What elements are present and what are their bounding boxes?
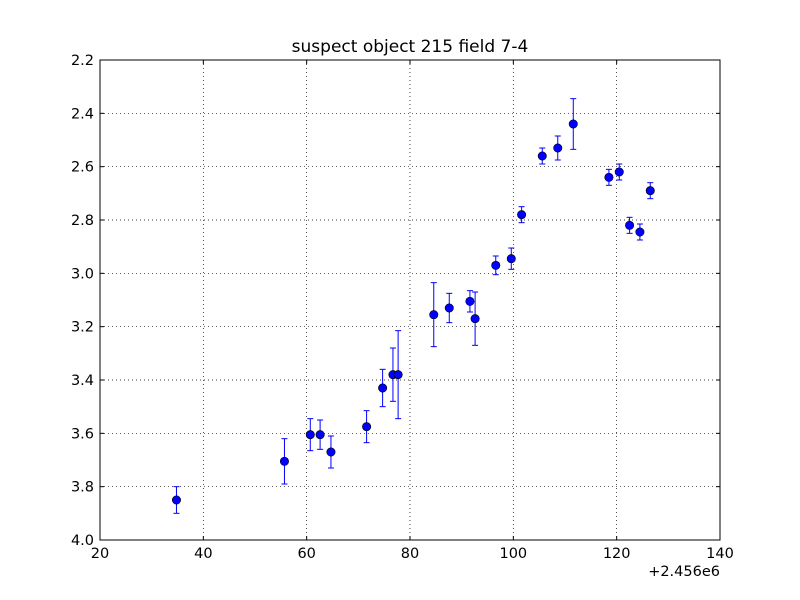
data-points (171, 98, 655, 514)
data-point-11 (465, 290, 475, 313)
data-point-15 (517, 206, 527, 224)
y-tick-label: 3.8 (71, 480, 94, 496)
point-marker (625, 220, 635, 230)
data-point-21 (625, 216, 635, 234)
point-marker (491, 260, 501, 270)
data-point-18 (568, 98, 578, 150)
data-point-13 (491, 255, 501, 276)
data-point-9 (429, 282, 439, 348)
data-point-20 (614, 163, 624, 181)
data-point-10 (444, 292, 454, 324)
point-marker (537, 151, 547, 161)
y-tick-label: 4.0 (71, 533, 94, 549)
data-point-2 (305, 418, 315, 452)
chart-title: suspect object 215 field 7-4 (292, 37, 529, 57)
y-tick-label: 3.2 (71, 320, 94, 336)
y-tick-label: 2.8 (71, 213, 94, 229)
x-tick-label: 60 (297, 546, 315, 562)
data-point-22 (635, 223, 645, 241)
data-point-0 (171, 486, 181, 514)
y-tick-label: 2.2 (71, 53, 94, 69)
data-point-16 (537, 147, 547, 165)
point-marker (645, 186, 655, 196)
data-point-5 (362, 410, 372, 444)
data-point-4 (326, 435, 336, 469)
point-marker (604, 172, 614, 182)
point-marker (517, 210, 527, 220)
point-marker (470, 314, 480, 324)
y-tick-label: 3.4 (71, 373, 94, 389)
y-tick-label: 3.0 (71, 266, 94, 282)
data-point-19 (604, 168, 614, 186)
grid (100, 60, 720, 540)
x-axis-offset-label: +2.456e6 (648, 564, 720, 580)
point-marker (506, 254, 516, 264)
point-marker (279, 456, 289, 466)
data-point-6 (378, 368, 388, 408)
y-tick-label: 3.6 (71, 426, 94, 442)
x-tick-label: 20 (91, 546, 109, 562)
point-marker (444, 303, 454, 313)
point-marker (429, 310, 439, 320)
x-tick-label: 80 (401, 546, 419, 562)
point-marker (635, 227, 645, 237)
point-marker (568, 119, 578, 129)
point-marker (305, 430, 315, 440)
point-marker (393, 370, 403, 380)
point-marker (553, 143, 563, 153)
x-tick-label: 120 (603, 546, 631, 562)
point-marker (171, 495, 181, 505)
data-point-8 (393, 330, 403, 420)
point-marker (362, 422, 372, 432)
x-tick-label: 140 (706, 546, 734, 562)
point-marker (315, 430, 325, 440)
axis-ticks: 20 40 60 80 100 120 140 2.2 2.4 2.6 2.8 3.0 3.2 3.4 3.… (71, 53, 734, 562)
point-marker (465, 296, 475, 306)
point-marker (378, 383, 388, 393)
point-marker (614, 167, 624, 177)
y-tick-label: 2.6 (71, 160, 94, 176)
x-tick-label: 100 (499, 546, 527, 562)
x-tick-label: 40 (194, 546, 212, 562)
data-point-12 (470, 291, 480, 346)
data-point-3 (315, 419, 325, 450)
data-point-14 (506, 247, 516, 270)
data-point-23 (645, 182, 655, 200)
data-point-17 (553, 135, 563, 161)
data-point-1 (279, 438, 289, 485)
point-marker (326, 447, 336, 457)
y-tick-label: 2.4 (71, 106, 94, 122)
